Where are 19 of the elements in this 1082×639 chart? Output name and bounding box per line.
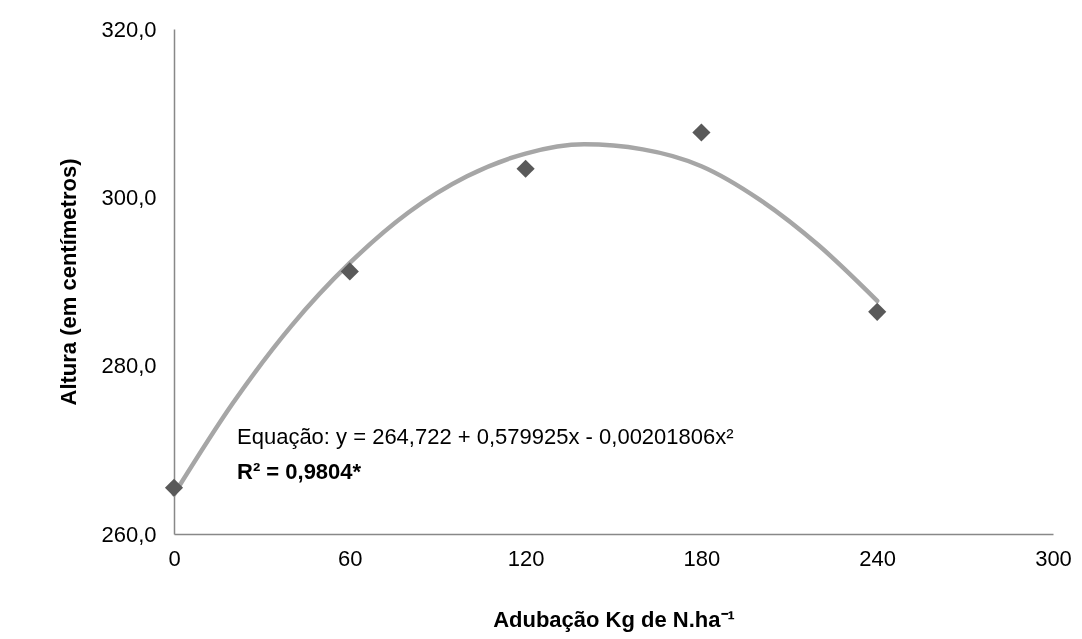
x-tick-label: 240 — [859, 545, 897, 571]
x-tick-label: 0 — [168, 545, 181, 571]
point — [164, 478, 184, 497]
point — [868, 302, 887, 321]
point — [340, 262, 359, 281]
y-tick-label: 260,0 — [101, 521, 157, 547]
point — [516, 159, 535, 178]
x-tick-label: 180 — [683, 545, 721, 571]
x-tick-label: 300 — [1035, 545, 1072, 571]
y-tick-label: 280,0 — [101, 353, 157, 379]
x-tick-label: 120 — [507, 545, 545, 571]
y-tick-label: 300,0 — [101, 184, 157, 210]
x-tick-label: 60 — [338, 545, 363, 571]
y-axis-title: Altura (em centímetros) — [56, 158, 82, 406]
y-tick-label: 320,0 — [101, 16, 157, 42]
point — [692, 123, 711, 142]
annotation: R² = 0,9804* — [237, 459, 362, 484]
x-axis-title: Adubação Kg de N.ha⁻¹ — [493, 606, 735, 632]
annotation: Equação: y = 264,722 + 0,579925x - 0,00201806x² — [237, 424, 734, 449]
